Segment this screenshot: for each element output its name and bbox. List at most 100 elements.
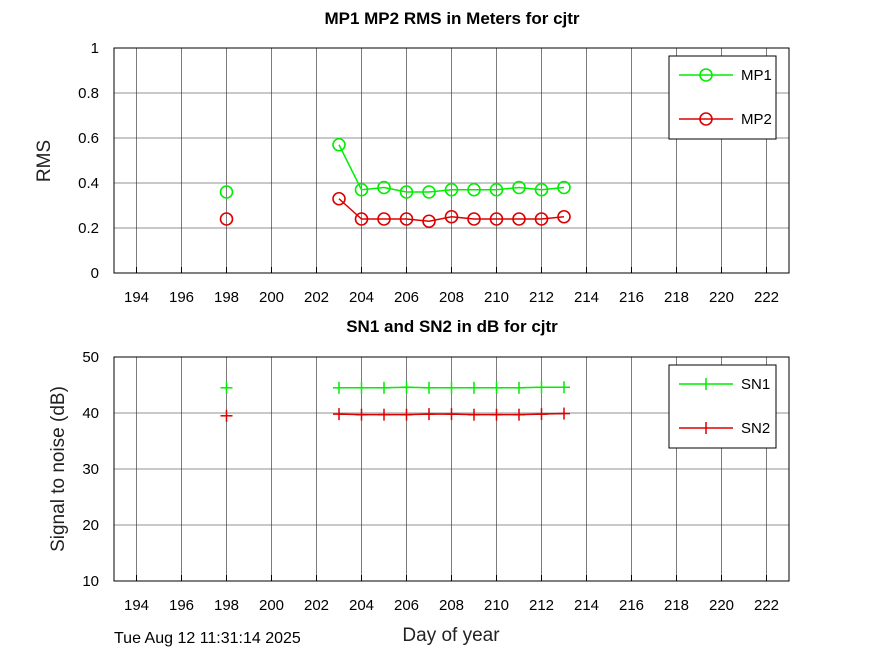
data-point-sn2	[513, 408, 525, 421]
y-tick-label: 30	[82, 461, 99, 478]
data-point-sn1	[333, 381, 345, 394]
x-tick-label: 222	[754, 289, 779, 306]
y-tick-label: 0.6	[78, 130, 99, 147]
rms-plot-ylabel: RMS	[34, 140, 55, 182]
x-tick-label: 216	[619, 289, 644, 306]
legend-box	[668, 364, 777, 449]
data-point-sn2	[378, 408, 390, 421]
data-point-sn1	[445, 381, 458, 394]
data-point-mp2	[332, 191, 346, 206]
x-tick-label: 206	[394, 289, 419, 306]
data-point-mp1	[354, 182, 369, 197]
y-tick-label: 20	[82, 517, 99, 534]
data-point-sn2	[558, 407, 570, 420]
data-point-mp1	[219, 185, 234, 199]
snr-plot: SN1 and SN2 in dB for cjtr Signal to noi…	[48, 317, 790, 614]
y-tick-label: 1	[91, 40, 99, 57]
x-tick-label: 212	[529, 289, 554, 306]
data-point-sn1	[378, 381, 390, 394]
data-point-sn2	[423, 408, 435, 421]
data-point-mp2	[534, 212, 549, 226]
data-point-sn2	[220, 409, 233, 422]
x-tick-label: 210	[484, 289, 509, 306]
x-axis-label: Day of year	[402, 625, 500, 646]
data-point-mp1	[422, 185, 436, 199]
data-point-mp1	[534, 182, 549, 197]
data-point-mp2	[467, 212, 481, 226]
data-point-mp2	[354, 212, 369, 226]
data-point-sn1	[220, 381, 233, 394]
x-tick-label: 210	[484, 597, 509, 614]
rms-plot: MP1 MP2 RMS in Meters for cjtr RMS 194 19…	[34, 9, 790, 306]
rms-legend: MP1 MP2	[668, 55, 777, 140]
data-point-mp1	[557, 180, 571, 195]
x-tick-label: 200	[259, 289, 284, 306]
legend-box	[668, 55, 777, 140]
x-tick-label: 206	[394, 597, 419, 614]
rms-plot-title: MP1 MP2 RMS in Meters for cjtr	[324, 9, 579, 28]
x-tick-label: 218	[664, 289, 689, 306]
x-tick-label: 202	[304, 289, 329, 306]
plot-frame	[113, 47, 790, 274]
x-tick-label: 212	[529, 597, 554, 614]
data-point-mp1	[399, 185, 414, 199]
data-point-mp1	[512, 180, 526, 195]
legend-label: SN1	[741, 376, 770, 393]
snr-plot-ylabel: Signal to noise (dB)	[48, 386, 69, 552]
y-tick-label: 0	[91, 265, 99, 282]
x-tick-label: 196	[169, 597, 194, 614]
legend-label: MP1	[741, 67, 772, 84]
series-line-mp1	[338, 144, 565, 193]
plot-frame	[113, 356, 790, 582]
x-tick-label: 198	[214, 289, 239, 306]
legend-entry-sn1: SN1	[679, 376, 770, 393]
x-tick-label: 220	[709, 597, 734, 614]
data-point-mp2	[219, 212, 234, 226]
data-point-mp2	[444, 209, 459, 224]
data-point-sn2	[400, 408, 413, 421]
data-point-mp2	[399, 212, 414, 226]
data-point-sn1	[513, 381, 525, 394]
x-tick-label: 220	[709, 289, 734, 306]
y-tick-label: 10	[82, 573, 99, 590]
data-point-sn2	[490, 408, 503, 421]
x-tick-label: 208	[439, 289, 464, 306]
data-point-sn1	[355, 381, 368, 394]
data-point-mp2	[489, 212, 504, 226]
x-tick-label: 204	[349, 289, 374, 306]
x-tick-label: 194	[124, 289, 149, 306]
data-point-sn2	[333, 408, 345, 421]
data-point-mp1	[489, 182, 504, 197]
legend-entry-mp1: MP1	[679, 67, 772, 84]
y-tick-label: 0.4	[78, 175, 99, 192]
data-point-sn2	[535, 408, 548, 421]
x-tick-label: 204	[349, 597, 374, 614]
series-line-mp2	[338, 198, 565, 223]
data-point-sn1	[558, 381, 570, 394]
x-tick-label: 214	[574, 289, 599, 306]
data-point-mp1	[444, 182, 459, 197]
data-point-sn1	[468, 381, 480, 394]
x-tick-label: 200	[259, 597, 284, 614]
x-tick-label: 216	[619, 597, 644, 614]
y-tick-label: 0.2	[78, 220, 99, 237]
y-tick-label: 40	[82, 405, 99, 422]
x-tick-label: 202	[304, 597, 329, 614]
data-point-mp1	[332, 137, 346, 152]
legend-entry-sn2: SN2	[679, 420, 770, 437]
data-point-sn2	[355, 408, 368, 421]
y-tick-label: 50	[82, 349, 99, 366]
footer-timestamp: Tue Aug 12 11:31:14 2025	[114, 630, 301, 647]
x-tick-label: 198	[214, 597, 239, 614]
data-point-sn2	[445, 408, 458, 421]
legend-label: MP2	[741, 111, 772, 128]
data-point-mp2	[422, 214, 436, 229]
data-point-mp1	[377, 180, 391, 195]
data-point-sn1	[535, 381, 548, 394]
snr-legend: SN1 SN2	[668, 364, 777, 449]
data-point-sn1	[400, 381, 413, 394]
legend-entry-mp2: MP2	[679, 111, 772, 128]
data-point-sn1	[423, 381, 435, 394]
x-tick-label: 222	[754, 597, 779, 614]
